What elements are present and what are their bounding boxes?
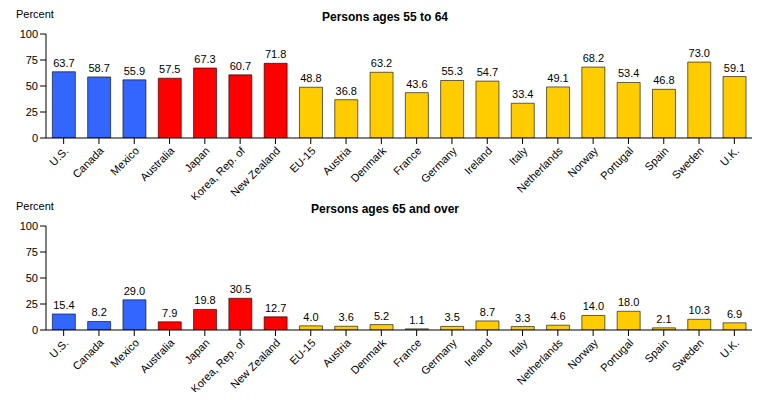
svg-text:14.0: 14.0 [583, 300, 604, 312]
svg-text:Sweden: Sweden [669, 144, 706, 181]
svg-text:12.7: 12.7 [265, 302, 286, 314]
svg-text:EU-15: EU-15 [287, 336, 318, 367]
svg-text:19.8: 19.8 [194, 294, 215, 306]
svg-text:75: 75 [26, 246, 38, 258]
svg-text:Portugal: Portugal [598, 144, 635, 181]
svg-text:Canada: Canada [70, 336, 106, 372]
svg-text:Ireland: Ireland [462, 336, 494, 368]
svg-text:4.0: 4.0 [303, 311, 318, 323]
svg-text:50: 50 [26, 272, 38, 284]
svg-text:50: 50 [26, 80, 38, 92]
svg-text:63.2: 63.2 [371, 57, 392, 69]
svg-text:36.8: 36.8 [336, 85, 357, 97]
svg-text:33.4: 33.4 [512, 88, 533, 100]
svg-text:U.K.: U.K. [718, 144, 742, 168]
svg-text:Germany: Germany [418, 144, 459, 185]
svg-text:10.3: 10.3 [689, 304, 710, 316]
svg-text:Mexico: Mexico [108, 144, 141, 177]
svg-text:Spain: Spain [642, 144, 670, 172]
svg-text:67.3: 67.3 [194, 53, 215, 65]
svg-text:U.K.: U.K. [718, 336, 742, 360]
svg-text:3.3: 3.3 [515, 312, 530, 324]
svg-text:55.3: 55.3 [441, 65, 462, 77]
svg-text:New Zealand: New Zealand [228, 144, 282, 198]
svg-text:1.1: 1.1 [409, 314, 424, 326]
svg-text:U.S.: U.S. [47, 336, 71, 360]
svg-text:Spain: Spain [642, 336, 670, 364]
svg-text:3.5: 3.5 [445, 311, 460, 323]
svg-text:8.2: 8.2 [92, 306, 107, 318]
svg-text:Austria: Austria [320, 144, 353, 177]
svg-text:Mexico: Mexico [108, 336, 141, 369]
svg-text:54.7: 54.7 [477, 66, 498, 78]
svg-text:Norway: Norway [565, 336, 600, 371]
svg-text:43.6: 43.6 [406, 78, 427, 90]
svg-text:France: France [391, 336, 424, 369]
svg-text:2.1: 2.1 [656, 313, 671, 325]
svg-text:73.0: 73.0 [689, 47, 710, 59]
svg-text:18.0: 18.0 [618, 296, 639, 308]
svg-text:4.6: 4.6 [550, 310, 565, 322]
svg-text:49.1: 49.1 [547, 72, 568, 84]
svg-text:Denmark: Denmark [348, 144, 388, 184]
svg-text:0: 0 [32, 324, 38, 336]
svg-text:15.4: 15.4 [53, 299, 74, 311]
svg-text:France: France [391, 144, 424, 177]
svg-text:63.7: 63.7 [53, 57, 74, 69]
svg-text:53.4: 53.4 [618, 67, 639, 79]
svg-text:Netherlands: Netherlands [514, 144, 565, 195]
svg-text:71.8: 71.8 [265, 48, 286, 60]
svg-text:Australia: Australia [138, 144, 177, 183]
svg-text:Italy: Italy [507, 144, 530, 167]
svg-text:Norway: Norway [565, 144, 600, 179]
svg-text:58.7: 58.7 [88, 62, 109, 74]
svg-text:Australia: Australia [138, 336, 177, 375]
svg-text:Italy: Italy [507, 336, 530, 359]
svg-text:Germany: Germany [418, 336, 459, 377]
svg-text:100: 100 [20, 28, 38, 40]
svg-text:100: 100 [20, 220, 38, 232]
svg-text:Canada: Canada [70, 144, 106, 180]
svg-text:U.S.: U.S. [47, 144, 71, 168]
html-text:Percent: Percent [16, 8, 54, 20]
svg-text:59.1: 59.1 [724, 62, 745, 74]
svg-text:25: 25 [26, 298, 38, 310]
svg-text:57.5: 57.5 [159, 63, 180, 75]
svg-text:55.9: 55.9 [124, 65, 145, 77]
svg-text:30.5: 30.5 [230, 283, 251, 295]
svg-text:3.6: 3.6 [339, 311, 354, 323]
svg-text:46.8: 46.8 [653, 74, 674, 86]
svg-text:5.2: 5.2 [374, 310, 389, 322]
svg-text:60.7: 60.7 [230, 60, 251, 72]
svg-text:68.2: 68.2 [583, 52, 604, 64]
svg-text:29.0: 29.0 [124, 285, 145, 297]
svg-text:Japan: Japan [182, 144, 212, 174]
svg-text:EU-15: EU-15 [287, 144, 318, 175]
svg-text:6.9: 6.9 [727, 308, 742, 320]
svg-text:75: 75 [26, 54, 38, 66]
svg-text:Sweden: Sweden [669, 336, 706, 373]
svg-text:Portugal: Portugal [598, 336, 635, 373]
svg-text:Denmark: Denmark [348, 336, 388, 376]
svg-text:48.8: 48.8 [300, 72, 321, 84]
svg-text:Ireland: Ireland [462, 144, 494, 176]
html-text:Persons ages 55 to 64: Persons ages 55 to 64 [322, 10, 448, 24]
svg-text:25: 25 [26, 106, 38, 118]
svg-text:7.9: 7.9 [162, 307, 177, 319]
html-text:Persons ages 65 and over: Persons ages 65 and over [311, 202, 459, 216]
svg-text:0: 0 [32, 132, 38, 144]
html-text:Percent: Percent [16, 200, 54, 212]
svg-text:New Zealand: New Zealand [228, 336, 282, 390]
svg-text:Japan: Japan [182, 336, 212, 366]
svg-text:Netherlands: Netherlands [514, 336, 565, 387]
svg-text:Austria: Austria [320, 336, 353, 369]
svg-text:8.7: 8.7 [480, 306, 495, 318]
